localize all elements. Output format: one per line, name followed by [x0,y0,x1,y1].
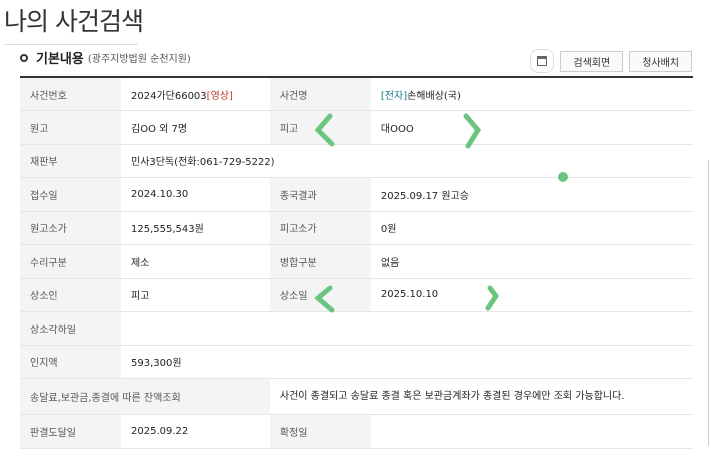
filed-date: 2024.10.30 [121,177,270,212]
label: 상소각하일 [20,311,121,346]
defendant: 대OOO [370,110,693,145]
page-title: 나의 사건검색 [4,7,144,36]
bullet-icon [20,53,28,62]
label: 판결도달일 [20,414,121,449]
label: 피고소가 [269,211,371,245]
value: 손해배상(국) [407,90,461,102]
label: 원고소가 [20,211,121,245]
table-row: 접수일 2024.10.30 종국결과 2025.09.17 원고승 [20,177,693,212]
video-tag[interactable]: [영상] [206,90,233,102]
appeal-rejection-date [121,311,693,346]
final-result: 2025.09.17 원고승 [370,177,693,212]
judgment-delivery-date: 2025.09.22 [121,414,270,449]
table-row: 송달료,보관금,종결에 따른 잔액조회 사건이 종결되고 송달료 종결 혹은 보… [20,378,693,415]
merge-type: 없음 [370,244,693,279]
print-button[interactable] [530,49,555,73]
court-name: (광주지방법원 순천지원) [87,54,191,65]
table-row: 상소각하일 [20,311,693,346]
print-icon [537,56,548,66]
label: 수리구분 [20,244,121,279]
electronic-tag: [전자] [380,90,408,102]
label: 사건번호 [20,77,121,111]
hearing-layout-button[interactable]: 청사배치 [629,50,692,72]
label: 병합구분 [269,244,371,279]
table-row: 인지액 593,300원 [20,345,693,379]
label: 송달료,보관금,종결에 따른 잔액조회 [20,378,270,415]
label: 피고 [269,110,371,145]
table-row: 판결도달일 2025.09.22 확정일 [20,414,693,449]
defendant-claim: 0원 [370,211,693,245]
search-screen-button[interactable]: 검색회면 [560,50,624,72]
plaintiff: 김OO 외 7명 [121,110,270,145]
table-row: 수리구분 제소 병합구분 없음 [20,244,693,279]
label: 확정일 [269,414,371,449]
label: 상소인 [20,278,121,312]
scrollbar[interactable] [708,160,709,446]
case-info-table: 사건번호 2024가단66003[영상] 사건명 [전자]손해배상(국) 원고 … [20,76,693,449]
court-department: 민사3단독(전화:061-729-5222) [121,144,693,178]
table-row: 상소인 피고 상소일 2025.10.10 [20,278,693,312]
label: 종국결과 [269,177,371,212]
label: 원고 [20,110,121,145]
table-row: 재판부 민사3단독(전화:061-729-5222) [20,144,693,178]
label: 재판부 [20,144,121,178]
appellant: 피고 [121,278,270,312]
section-title: 기본내용 [36,52,84,67]
divider [4,44,138,45]
finalized-date [370,414,693,449]
toolbar: 검색회면 청사배치 [530,49,692,73]
label: 접수일 [20,177,121,212]
plaintiff-claim: 125,555,543원 [121,211,270,245]
case-name: [전자]손해배상(국) [370,77,693,111]
label: 인지액 [20,345,121,379]
appeal-date: 2025.10.10 [370,278,693,312]
table-row: 원고소가 125,555,543원 피고소가 0원 [20,211,693,245]
label: 사건명 [269,77,371,111]
table-row: 사건번호 2024가단66003[영상] 사건명 [전자]손해배상(국) [20,77,693,111]
balance-inquiry-note: 사건이 종결되고 송달료 종결 혹은 보관금계좌가 종결된 경우에만 조회 가능… [269,378,693,415]
section-header: 기본내용 (광주지방법원 순천지원) [20,48,191,67]
stamp-fee: 593,300원 [121,345,693,379]
acceptance-type: 제소 [121,244,270,279]
table-row: 원고 김OO 외 7명 피고 대OOO [20,110,693,145]
label: 상소일 [269,278,371,312]
case-number: 2024가단66003[영상] [121,77,270,111]
value: 2024가단66003 [131,90,207,102]
